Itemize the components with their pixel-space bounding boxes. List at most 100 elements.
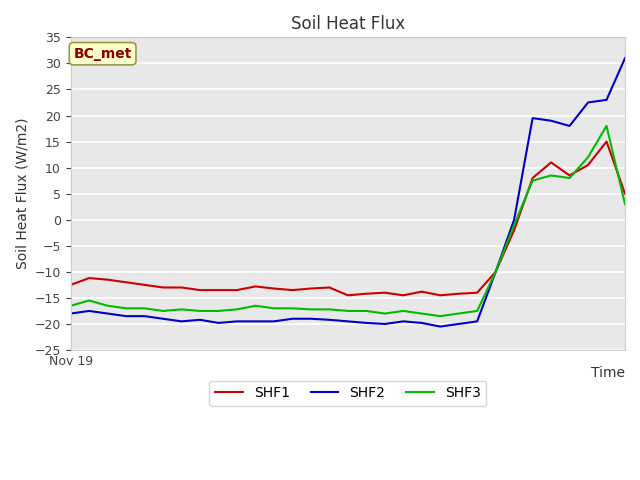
SHF1 <box>270 286 278 291</box>
SHF1 <box>326 285 333 290</box>
SHF1 <box>399 292 407 298</box>
SHF2 <box>104 311 111 316</box>
SHF2 <box>474 319 481 324</box>
SHF2 <box>67 311 74 316</box>
SHF3 <box>547 172 555 178</box>
SHF3 <box>307 307 315 312</box>
SHF3 <box>621 201 629 207</box>
SHF1 <box>214 287 222 293</box>
Y-axis label: Soil Heat Flux (W/m2): Soil Heat Flux (W/m2) <box>15 118 29 269</box>
SHF2 <box>122 313 130 319</box>
SHF3 <box>178 307 186 312</box>
SHF3 <box>326 307 333 312</box>
SHF3 <box>418 311 426 316</box>
SHF1 <box>621 191 629 196</box>
Legend: SHF1, SHF2, SHF3: SHF1, SHF2, SHF3 <box>209 381 486 406</box>
SHF3 <box>122 305 130 311</box>
SHF3 <box>270 305 278 311</box>
SHF1 <box>178 285 186 290</box>
SHF3 <box>584 154 592 160</box>
SHF3 <box>141 305 148 311</box>
SHF2 <box>381 321 388 327</box>
SHF2 <box>584 99 592 105</box>
SHF1 <box>566 172 573 178</box>
SHF1 <box>289 287 296 293</box>
Line: SHF1: SHF1 <box>70 142 625 295</box>
SHF1 <box>381 290 388 296</box>
SHF1 <box>418 289 426 295</box>
SHF3 <box>233 307 241 312</box>
SHF1 <box>104 277 111 283</box>
SHF1 <box>474 290 481 296</box>
Line: SHF2: SHF2 <box>70 58 625 326</box>
SHF1 <box>159 285 167 290</box>
SHF2 <box>603 97 611 103</box>
SHF2 <box>436 324 444 329</box>
SHF2 <box>492 269 499 275</box>
SHF2 <box>344 319 351 324</box>
SHF1 <box>67 282 74 288</box>
SHF3 <box>85 298 93 303</box>
SHF3 <box>196 308 204 314</box>
SHF3 <box>344 308 351 314</box>
SHF1 <box>85 275 93 281</box>
SHF3 <box>436 313 444 319</box>
SHF3 <box>362 308 370 314</box>
SHF1 <box>141 282 148 288</box>
SHF2 <box>418 320 426 326</box>
SHF1 <box>122 279 130 285</box>
SHF1 <box>252 284 259 289</box>
Title: Soil Heat Flux: Soil Heat Flux <box>291 15 405 33</box>
SHF3 <box>214 308 222 314</box>
SHF1 <box>510 227 518 233</box>
SHF3 <box>252 303 259 309</box>
SHF1 <box>196 287 204 293</box>
SHF1 <box>307 286 315 291</box>
SHF1 <box>492 269 499 275</box>
SHF2 <box>455 321 463 327</box>
SHF2 <box>178 319 186 324</box>
SHF3 <box>67 303 74 309</box>
SHF2 <box>621 55 629 61</box>
Line: SHF3: SHF3 <box>70 126 625 316</box>
SHF2 <box>326 317 333 323</box>
SHF1 <box>233 287 241 293</box>
SHF2 <box>547 118 555 123</box>
SHF1 <box>603 139 611 144</box>
SHF2 <box>252 319 259 324</box>
SHF2 <box>159 316 167 322</box>
SHF3 <box>289 305 296 311</box>
SHF3 <box>510 222 518 228</box>
SHF2 <box>141 313 148 319</box>
SHF3 <box>492 269 499 275</box>
SHF1 <box>547 159 555 165</box>
SHF3 <box>566 175 573 181</box>
SHF1 <box>436 292 444 298</box>
SHF1 <box>584 162 592 168</box>
SHF1 <box>455 291 463 297</box>
SHF3 <box>474 308 481 314</box>
SHF3 <box>529 178 536 183</box>
SHF2 <box>307 316 315 322</box>
Text: Time: Time <box>591 366 625 380</box>
SHF2 <box>566 123 573 129</box>
SHF2 <box>85 308 93 314</box>
SHF1 <box>362 291 370 297</box>
Text: BC_met: BC_met <box>74 47 132 60</box>
SHF3 <box>399 308 407 314</box>
SHF3 <box>455 311 463 316</box>
SHF2 <box>270 319 278 324</box>
SHF1 <box>529 175 536 181</box>
SHF3 <box>603 123 611 129</box>
SHF3 <box>381 311 388 316</box>
SHF3 <box>104 303 111 309</box>
SHF2 <box>233 319 241 324</box>
SHF2 <box>510 217 518 223</box>
SHF2 <box>196 317 204 323</box>
SHF2 <box>529 115 536 121</box>
SHF1 <box>344 292 351 298</box>
SHF3 <box>159 308 167 314</box>
SHF2 <box>214 320 222 326</box>
SHF2 <box>362 320 370 326</box>
SHF2 <box>289 316 296 322</box>
